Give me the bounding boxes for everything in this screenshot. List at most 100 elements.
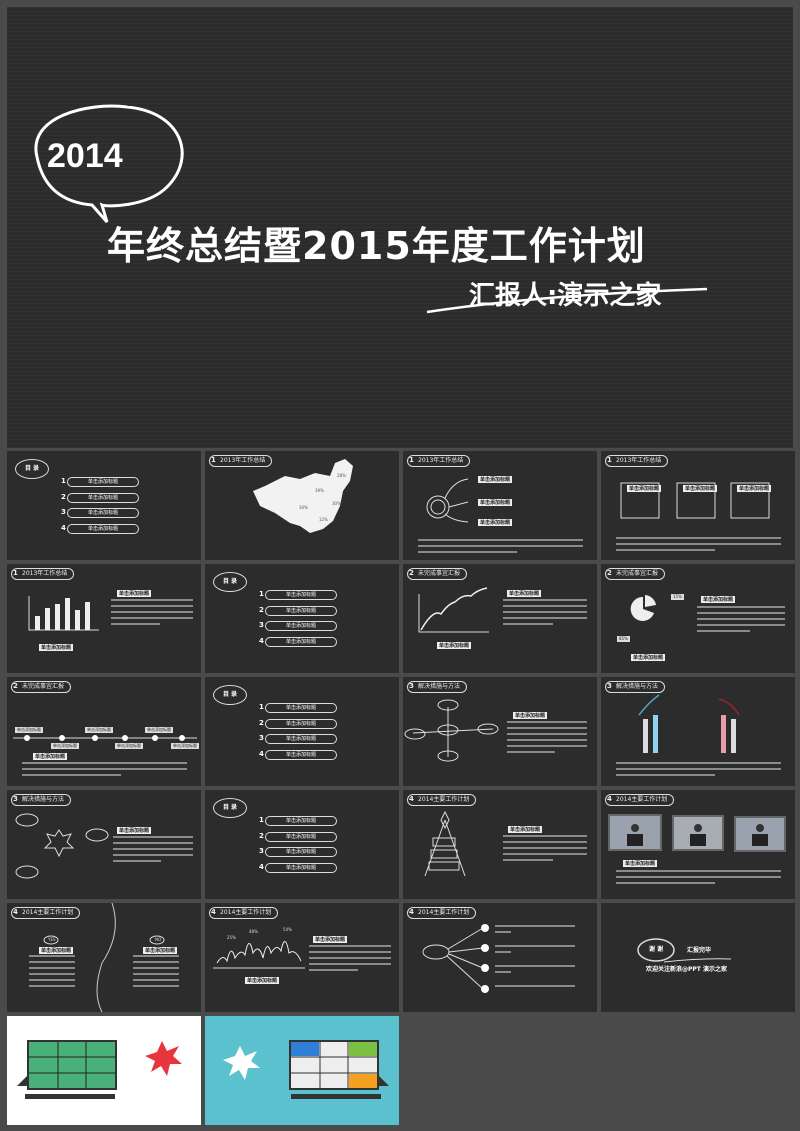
lbl: 48% <box>249 929 258 934</box>
hd: 单击添加标题 <box>631 654 666 661</box>
thumbnail-grid: 目 录 1 单击添加标题 2 单击添加标题 3 单击添加标题 4 单击添加标题 1 201… <box>7 451 795 1125</box>
toc-bubble: 目 录 <box>213 572 247 592</box>
thumb-toc-4[interactable]: 目 录 1 单击添加标题 2 单击添加标题 3 单击添加标题 4 单击添加标题 <box>205 790 399 899</box>
lbl: 15% <box>671 594 684 600</box>
promo-teal[interactable] <box>205 1016 399 1125</box>
thumb-branches[interactable]: 4 2014主要工作计划 <box>403 903 597 1012</box>
toc-item: 1 单击添加标题 <box>259 703 337 713</box>
section-pill: 2 未完成事宜汇报 <box>11 681 72 693</box>
toc-item: 4 单击添加标题 <box>61 524 139 534</box>
thumb-toc-2[interactable]: 目 录 1 单击添加标题 2 单击添加标题 3 单击添加标题 4 单击添加标题 <box>205 564 399 673</box>
lbl: 单击添加标题 <box>171 743 199 749</box>
cover-slide[interactable]: 2014 年终总结暨2015年度工作计划 汇报人:演示之家 <box>7 7 793 448</box>
section-pill: 4 2014主要工作计划 <box>11 907 81 919</box>
hd: 单击添加标题 <box>39 947 74 954</box>
n: 4 <box>211 908 216 916</box>
thumb-timeline[interactable]: 2 未完成事宜汇报 单击添加标题 单击添加标题 单击添加标题 单击添加标题 单击添… <box>7 677 201 786</box>
section-pill: 1 2013年工作总结 <box>407 455 471 467</box>
lbl: 54% <box>283 927 292 932</box>
hd: 单击添加标题 <box>627 485 662 492</box>
thumb-bars-colored[interactable]: 3 解决措施与方法 <box>601 677 795 786</box>
thumb-starburst[interactable]: 3 解决措施与方法 单击添加标题 <box>7 790 201 899</box>
thumb-wave-chart[interactable]: 4 2014主要工作计划 25% 48% 54% 单击添加标题 单击添加标题 <box>205 903 399 1012</box>
n: 2 <box>409 569 414 577</box>
n: 1 <box>13 569 18 577</box>
hd: 单击添加标题 <box>737 485 772 492</box>
section-pill: 4 2014主要工作计划 <box>407 907 477 919</box>
promo-teal-graphic <box>223 1040 389 1099</box>
lines <box>133 955 179 991</box>
lbl: 单击添加标题 <box>115 743 143 749</box>
hd: 单击添加标题 <box>437 642 472 649</box>
pie-chart-icon <box>630 595 656 621</box>
hd: 单击添加标题 <box>683 485 718 492</box>
n: 4 <box>607 795 612 803</box>
section-pill: 4 2014主要工作计划 <box>407 794 477 806</box>
lbl: 12% <box>319 517 328 522</box>
hd: 单击添加标题 <box>143 947 178 954</box>
hd: 单击添加标题 <box>478 519 513 526</box>
thumb-cross-diagram[interactable]: 3 解决措施与方法 单击添加标题 <box>403 677 597 786</box>
lines <box>111 599 193 629</box>
toc-item: 3 单击添加标题 <box>259 734 337 744</box>
hd: 单击添加标题 <box>623 860 658 867</box>
thumb-toc-1[interactable]: 目 录 1 单击添加标题 2 单击添加标题 3 单击添加标题 4 单击添加标题 <box>7 451 201 560</box>
toc-item: 1 单击添加标题 <box>259 816 337 826</box>
thumb-toc-3[interactable]: 目 录 1 单击添加标题 2 单击添加标题 3 单击添加标题 4 单击添加标题 <box>205 677 399 786</box>
toc-bubble: 目 录 <box>213 685 247 705</box>
hd: 单击添加标题 <box>39 644 74 651</box>
toc-item: 3 单击添加标题 <box>259 847 337 857</box>
toc-item: 4 单击添加标题 <box>259 863 337 873</box>
n: 3 <box>607 682 612 690</box>
cover-title: 年终总结暨2015年度工作计划 <box>107 224 646 268</box>
hd: 单击添加标题 <box>513 712 548 719</box>
thumb-pie[interactable]: 2 未完成事宜汇报 15% 85% 单击添加标题 单击添加标题 <box>601 564 795 673</box>
lbl: 30% <box>332 501 341 506</box>
hd: 单击添加标题 <box>33 753 68 760</box>
lbl: YES <box>48 937 56 942</box>
thumb-line-chart[interactable]: 2 未完成事宜汇报 单击添加标题 单击添加标题 <box>403 564 597 673</box>
follow-text: 欢迎关注新浪@PPT 演示之家 <box>646 966 727 973</box>
n: 3 <box>409 682 414 690</box>
hd: 单击添加标题 <box>507 590 542 597</box>
section-pill: 2 未完成事宜汇报 <box>407 568 468 580</box>
section-pill: 1 2013年工作总结 <box>11 568 75 580</box>
lbl: 单击添加标题 <box>15 727 43 733</box>
bar-chart-icon <box>28 596 99 631</box>
promo-white[interactable] <box>7 1016 201 1125</box>
toc-item: 3 单击添加标题 <box>259 621 337 631</box>
thumb-closing[interactable]: 谢 谢 汇报完毕 欢迎关注新浪@PPT 演示之家 <box>601 903 795 1012</box>
hd: 单击添加标题 <box>701 596 736 603</box>
hd: 单击添加标题 <box>245 977 280 984</box>
n: 1 <box>409 456 414 464</box>
section-pill: 1 2013年工作总结 <box>605 455 669 467</box>
lines <box>309 945 391 975</box>
lines <box>418 539 583 557</box>
promo-white-graphic <box>17 1040 182 1099</box>
lines <box>503 599 587 629</box>
speech-bubble-icon <box>34 104 708 314</box>
lines <box>113 836 193 866</box>
lbl: 25% <box>227 935 236 940</box>
photo-icons <box>608 814 786 852</box>
toc-bubble: 目 录 <box>213 798 247 818</box>
thumb-bar-chart[interactable]: 1 2013年工作总结 单击添加标题 单击添加标题 <box>7 564 201 673</box>
toc-item: 3 单击添加标题 <box>61 508 139 518</box>
lbl: 单击添加标题 <box>145 727 173 733</box>
toc-item: 2 单击添加标题 <box>259 832 337 842</box>
thumb-photos[interactable]: 4 2014主要工作计划 单击添加标题 <box>601 790 795 899</box>
n: 4 <box>409 908 414 916</box>
section-pill: 4 2014主要工作计划 <box>605 794 675 806</box>
lbl: 39% <box>315 488 324 493</box>
thumb-pyramid[interactable]: 4 2014主要工作计划 单击添加标题 <box>403 790 597 899</box>
cover-reporter: 汇报人:演示之家 <box>469 281 662 311</box>
thumb-yes-no[interactable]: 4 2014主要工作计划 YES NO 单击添加标题 单击添加标题 <box>7 903 201 1012</box>
thumb-cards[interactable]: 1 2013年工作总结 单击添加标题 单击添加标题 单击添加标题 <box>601 451 795 560</box>
lbl: 单击添加标题 <box>51 743 79 749</box>
hd: 单击添加标题 <box>508 826 543 833</box>
n: 3 <box>13 795 18 803</box>
thumb-mindmap[interactable]: 1 2013年工作总结 单击添加标题 单击添加标题 单击添加标题 <box>403 451 597 560</box>
thumb-map[interactable]: 1 2013年工作总结 28% 39% 30% 30% 12% <box>205 451 399 560</box>
lines <box>507 721 587 757</box>
lbl: 单击添加标题 <box>85 727 113 733</box>
